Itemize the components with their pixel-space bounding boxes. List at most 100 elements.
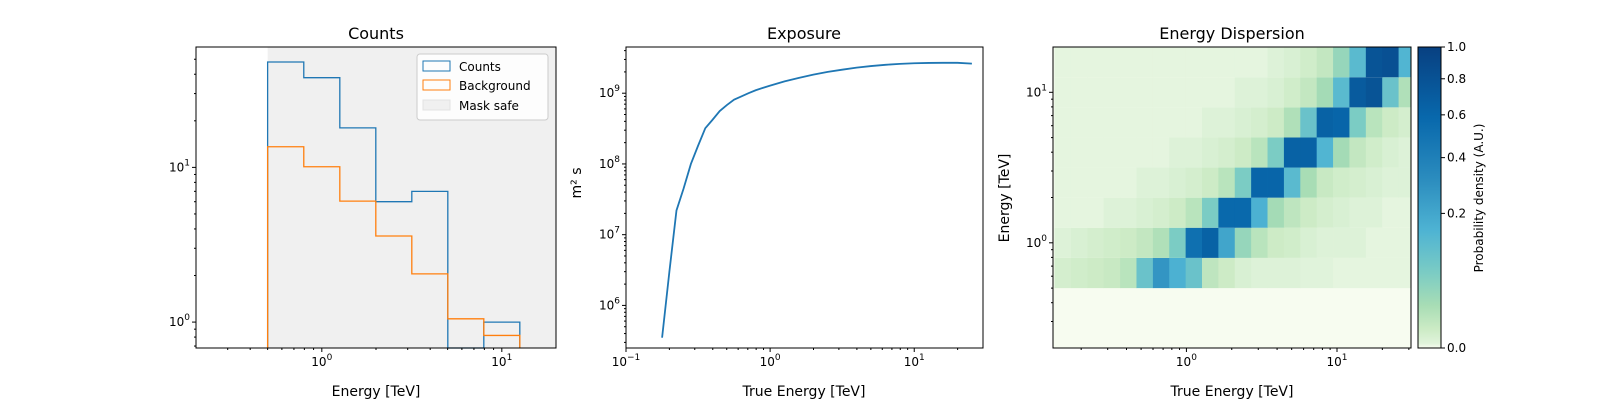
heatmap-cell: [1251, 107, 1268, 138]
heatmap-cell: [1234, 227, 1252, 258]
heatmap-cell: [1070, 167, 1088, 198]
heatmap-cell: [1333, 167, 1350, 198]
heatmap-cell: [1398, 77, 1412, 108]
heatmap-cell: [1349, 167, 1367, 198]
x-tick-label: 101: [1327, 353, 1348, 369]
exposure-title: Exposure: [767, 24, 841, 43]
heatmap-cell: [1316, 107, 1334, 138]
heatmap-cell: [1103, 167, 1121, 198]
heatmap-cell: [1333, 227, 1350, 258]
heatmap-cell: [1054, 77, 1072, 108]
heatmap-cell: [1152, 137, 1170, 168]
heatmap-cell: [1152, 77, 1170, 108]
heatmap-cell: [1300, 47, 1318, 78]
heatmap-cell: [1136, 77, 1154, 108]
exposure-x-label: True Energy [TeV]: [742, 384, 866, 400]
heatmap-cell: [1218, 137, 1236, 168]
colorbar-tick-label: 0.2: [1447, 206, 1466, 220]
heatmap-cell: [1300, 77, 1318, 108]
heatmap-cell: [1365, 167, 1383, 198]
colorbar-tick-label: 0.4: [1447, 151, 1466, 165]
heatmap-cell: [1185, 197, 1203, 228]
heatmap-cell: [1120, 227, 1137, 258]
heatmap-cell: [1054, 107, 1072, 138]
heatmap-cell: [1087, 107, 1105, 138]
heatmap-cell: [1349, 257, 1367, 289]
heatmap-cell: [1202, 47, 1219, 78]
heatmap-cell: [1087, 47, 1105, 78]
x-tick-label: 100: [760, 353, 781, 369]
heatmap-cell: [1152, 227, 1170, 258]
heatmap-cell: [1103, 227, 1121, 258]
heatmap-cell: [1136, 197, 1154, 228]
heatmap-cell: [1103, 107, 1121, 138]
heatmap-cell: [1349, 77, 1367, 108]
heatmap-cell: [1316, 257, 1334, 289]
heatmap-cell: [1087, 77, 1105, 108]
edisp-panel: 100 101 100 101 Energy Dispersion True Ener…: [997, 24, 1486, 400]
heatmap-cell: [1169, 47, 1187, 78]
heatmap-cell: [1349, 227, 1367, 258]
edisp-title: Energy Dispersion: [1159, 24, 1305, 43]
heatmap-cell: [1234, 107, 1252, 138]
y-tick-label: 100: [1026, 234, 1047, 250]
legend-swatch-mask-safe: [422, 99, 451, 111]
heatmap-cell: [1202, 137, 1219, 168]
heatmap-cell: [1398, 47, 1412, 78]
exposure-axes-frame: [625, 46, 984, 349]
heatmap-cell: [1070, 77, 1088, 108]
y-tick-label: 106: [599, 296, 620, 312]
heatmap-cell: [1087, 137, 1105, 168]
heatmap-cell: [1218, 47, 1236, 78]
heatmap-cell: [1185, 227, 1203, 258]
counts-series-group: [266, 61, 521, 349]
heatmap-cell: [1136, 137, 1154, 168]
heatmap-cell: [1120, 257, 1137, 289]
colorbar: [1417, 46, 1442, 349]
heatmap-cell: [1365, 77, 1383, 108]
legend-label-mask-safe: Mask safe: [459, 99, 519, 113]
heatmap-cell: [1382, 107, 1399, 138]
heatmap-cell: [1267, 137, 1285, 168]
heatmap-cell: [1234, 167, 1252, 198]
heatmap-cell: [1349, 197, 1367, 228]
heatmap-cell: [1251, 47, 1268, 78]
exposure-line: [661, 61, 972, 338]
heatmap-cell: [1120, 197, 1137, 228]
counts-title: Counts: [348, 24, 404, 43]
counts-ticks: 100 101 100 101: [169, 58, 512, 369]
heatmap-cell: [1300, 107, 1318, 138]
heatmap-cell: [1267, 107, 1285, 138]
heatmap-cell: [1218, 107, 1236, 138]
heatmap-cell: [1152, 197, 1170, 228]
heatmap-cell: [1398, 257, 1412, 289]
heatmap-cell: [1136, 107, 1154, 138]
heatmap-cell: [1382, 137, 1399, 168]
heatmap-cell: [1333, 77, 1350, 108]
heatmap-cell: [1185, 137, 1203, 168]
edisp-axes-frame: [1052, 46, 1412, 349]
heatmap-cell: [1152, 257, 1170, 289]
exposure-ticks: 10−1 100 101 106 107 108 109: [599, 50, 959, 369]
heatmap-cell: [1054, 257, 1072, 289]
heatmap-cell: [1070, 107, 1088, 138]
heatmap-cell: [1054, 167, 1072, 198]
heatmap-cell: [1267, 197, 1285, 228]
heatmap-cell: [1365, 137, 1383, 168]
heatmap-cell: [1333, 257, 1350, 289]
heatmap-cell: [1054, 197, 1072, 228]
x-tick-label: 100: [1176, 353, 1197, 369]
heatmap-cell: [1070, 197, 1088, 228]
heatmap-cell: [1087, 227, 1105, 258]
heatmap-cell: [1283, 77, 1301, 108]
heatmap-cell: [1382, 227, 1399, 258]
heatmap-cell: [1382, 77, 1399, 108]
heatmap-cell: [1382, 257, 1399, 289]
heatmap-cell: [1120, 137, 1137, 168]
y-tick-label: 107: [599, 226, 620, 242]
heatmap-cell: [1333, 47, 1350, 78]
colorbar-tick-label: 0.8: [1447, 72, 1466, 86]
heatmap-cell: [1218, 77, 1236, 108]
heatmap-cell: [1398, 107, 1412, 138]
heatmap-cell: [1251, 77, 1268, 108]
